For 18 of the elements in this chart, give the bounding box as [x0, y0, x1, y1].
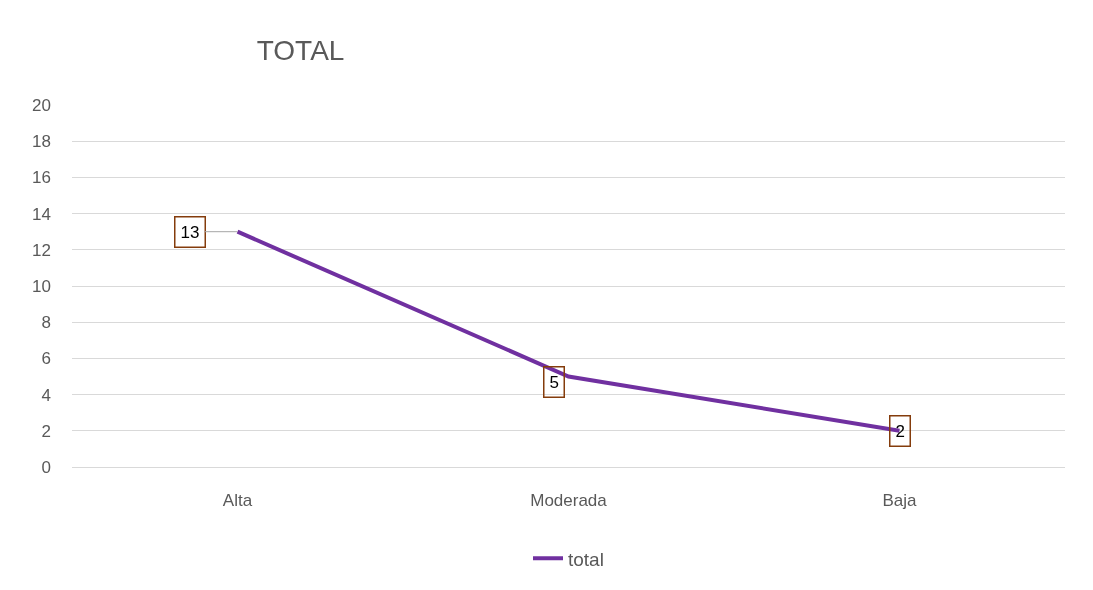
data-label: 5 — [549, 372, 559, 392]
y-tick-label: 20 — [32, 95, 51, 115]
y-tick-label: 10 — [32, 276, 51, 296]
y-tick-label: 14 — [32, 204, 51, 224]
y-tick-label: 8 — [41, 313, 51, 333]
y-tick-label: 18 — [32, 132, 51, 152]
y-tick-label: 2 — [41, 421, 51, 441]
x-tick-label: Moderada — [530, 491, 608, 511]
y-tick-label: 4 — [41, 385, 51, 405]
data-label: 13 — [180, 222, 200, 242]
y-tick-label: 16 — [32, 168, 51, 188]
y-tick-label: 6 — [41, 349, 51, 369]
x-tick-label: Alta — [222, 491, 253, 511]
y-tick-label: 12 — [32, 240, 51, 260]
x-tick-label: Baja — [882, 491, 918, 511]
chart-title: TOTAL — [256, 34, 345, 66]
y-tick-label: 0 — [41, 457, 51, 477]
legend-label: total — [568, 548, 604, 570]
